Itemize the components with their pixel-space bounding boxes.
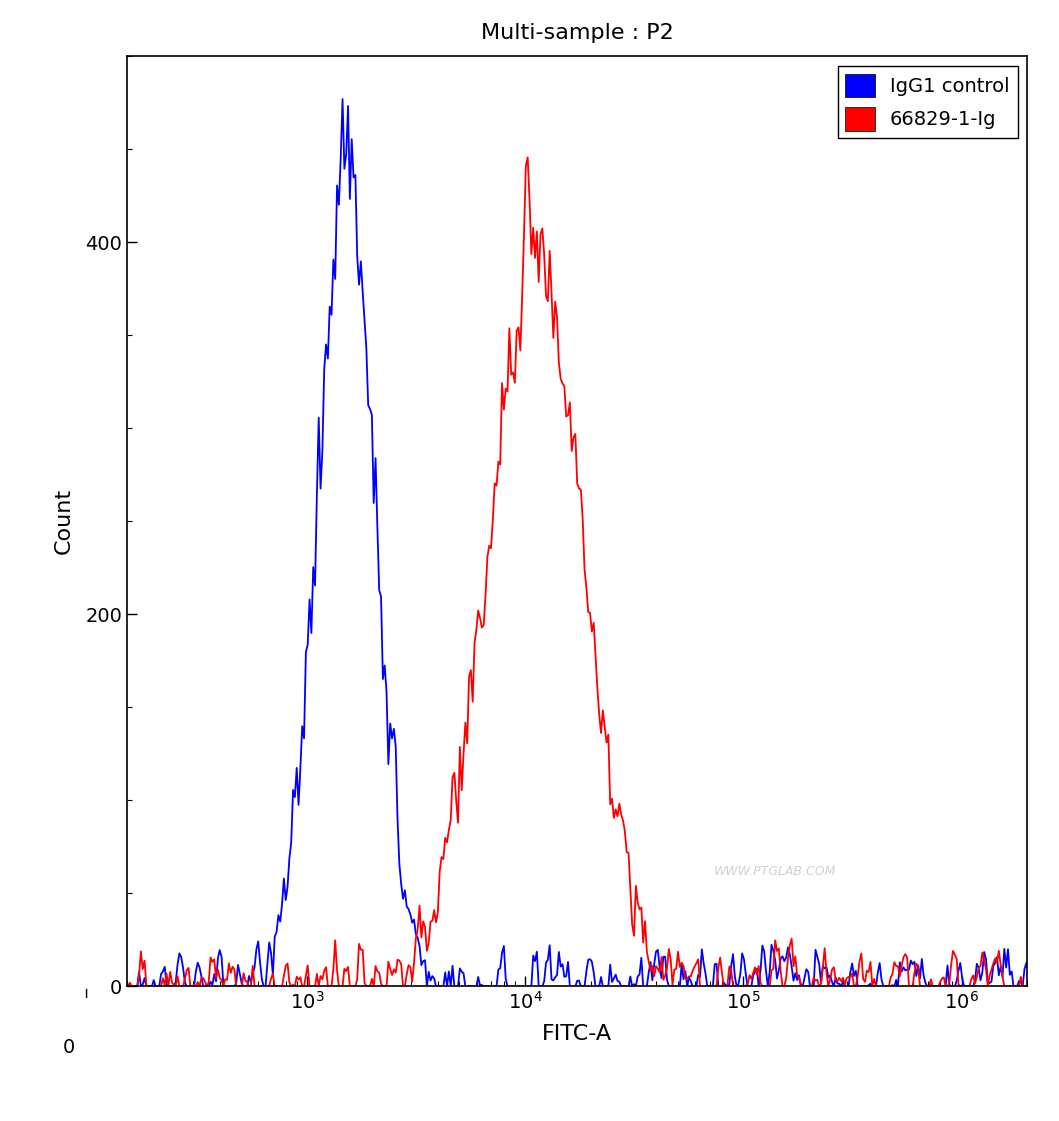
Y-axis label: Count: Count <box>54 489 74 554</box>
IgG1 control <box>84 980 96 993</box>
Line: IgG1 control: IgG1 control <box>90 99 1026 986</box>
Legend: IgG1 control, 66829-1-Ig: IgG1 control, 66829-1-Ig <box>838 66 1018 139</box>
IgG1 control <box>336 92 348 105</box>
66829-1-Ig <box>521 150 534 164</box>
Text: WWW.PTGLAB.COM: WWW.PTGLAB.COM <box>714 864 837 878</box>
66829-1-Ig <box>1020 980 1033 993</box>
66829-1-Ig <box>851 970 864 983</box>
66829-1-Ig <box>102 972 114 985</box>
Line: 66829-1-Ig: 66829-1-Ig <box>90 157 1026 986</box>
IgG1 control <box>921 980 934 993</box>
IgG1 control <box>217 978 230 991</box>
IgG1 control <box>851 980 864 993</box>
Title: Multi-sample : P2: Multi-sample : P2 <box>481 24 674 44</box>
66829-1-Ig <box>395 957 408 971</box>
66829-1-Ig <box>84 980 96 993</box>
IgG1 control <box>1020 956 1033 970</box>
IgG1 control <box>102 975 114 989</box>
66829-1-Ig <box>496 377 508 390</box>
X-axis label: FITC-A: FITC-A <box>542 1025 612 1045</box>
66829-1-Ig <box>217 980 230 993</box>
66829-1-Ig <box>921 980 934 993</box>
IgG1 control <box>498 939 510 953</box>
IgG1 control <box>397 892 410 906</box>
Text: 0: 0 <box>62 1038 75 1057</box>
